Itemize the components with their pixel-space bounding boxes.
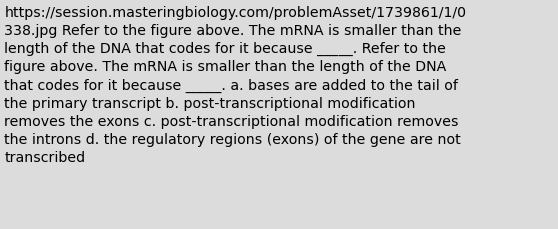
Text: https://session.masteringbiology.com/problemAsset/1739861/1/0
338.jpg Refer to t: https://session.masteringbiology.com/pro… (4, 6, 466, 165)
